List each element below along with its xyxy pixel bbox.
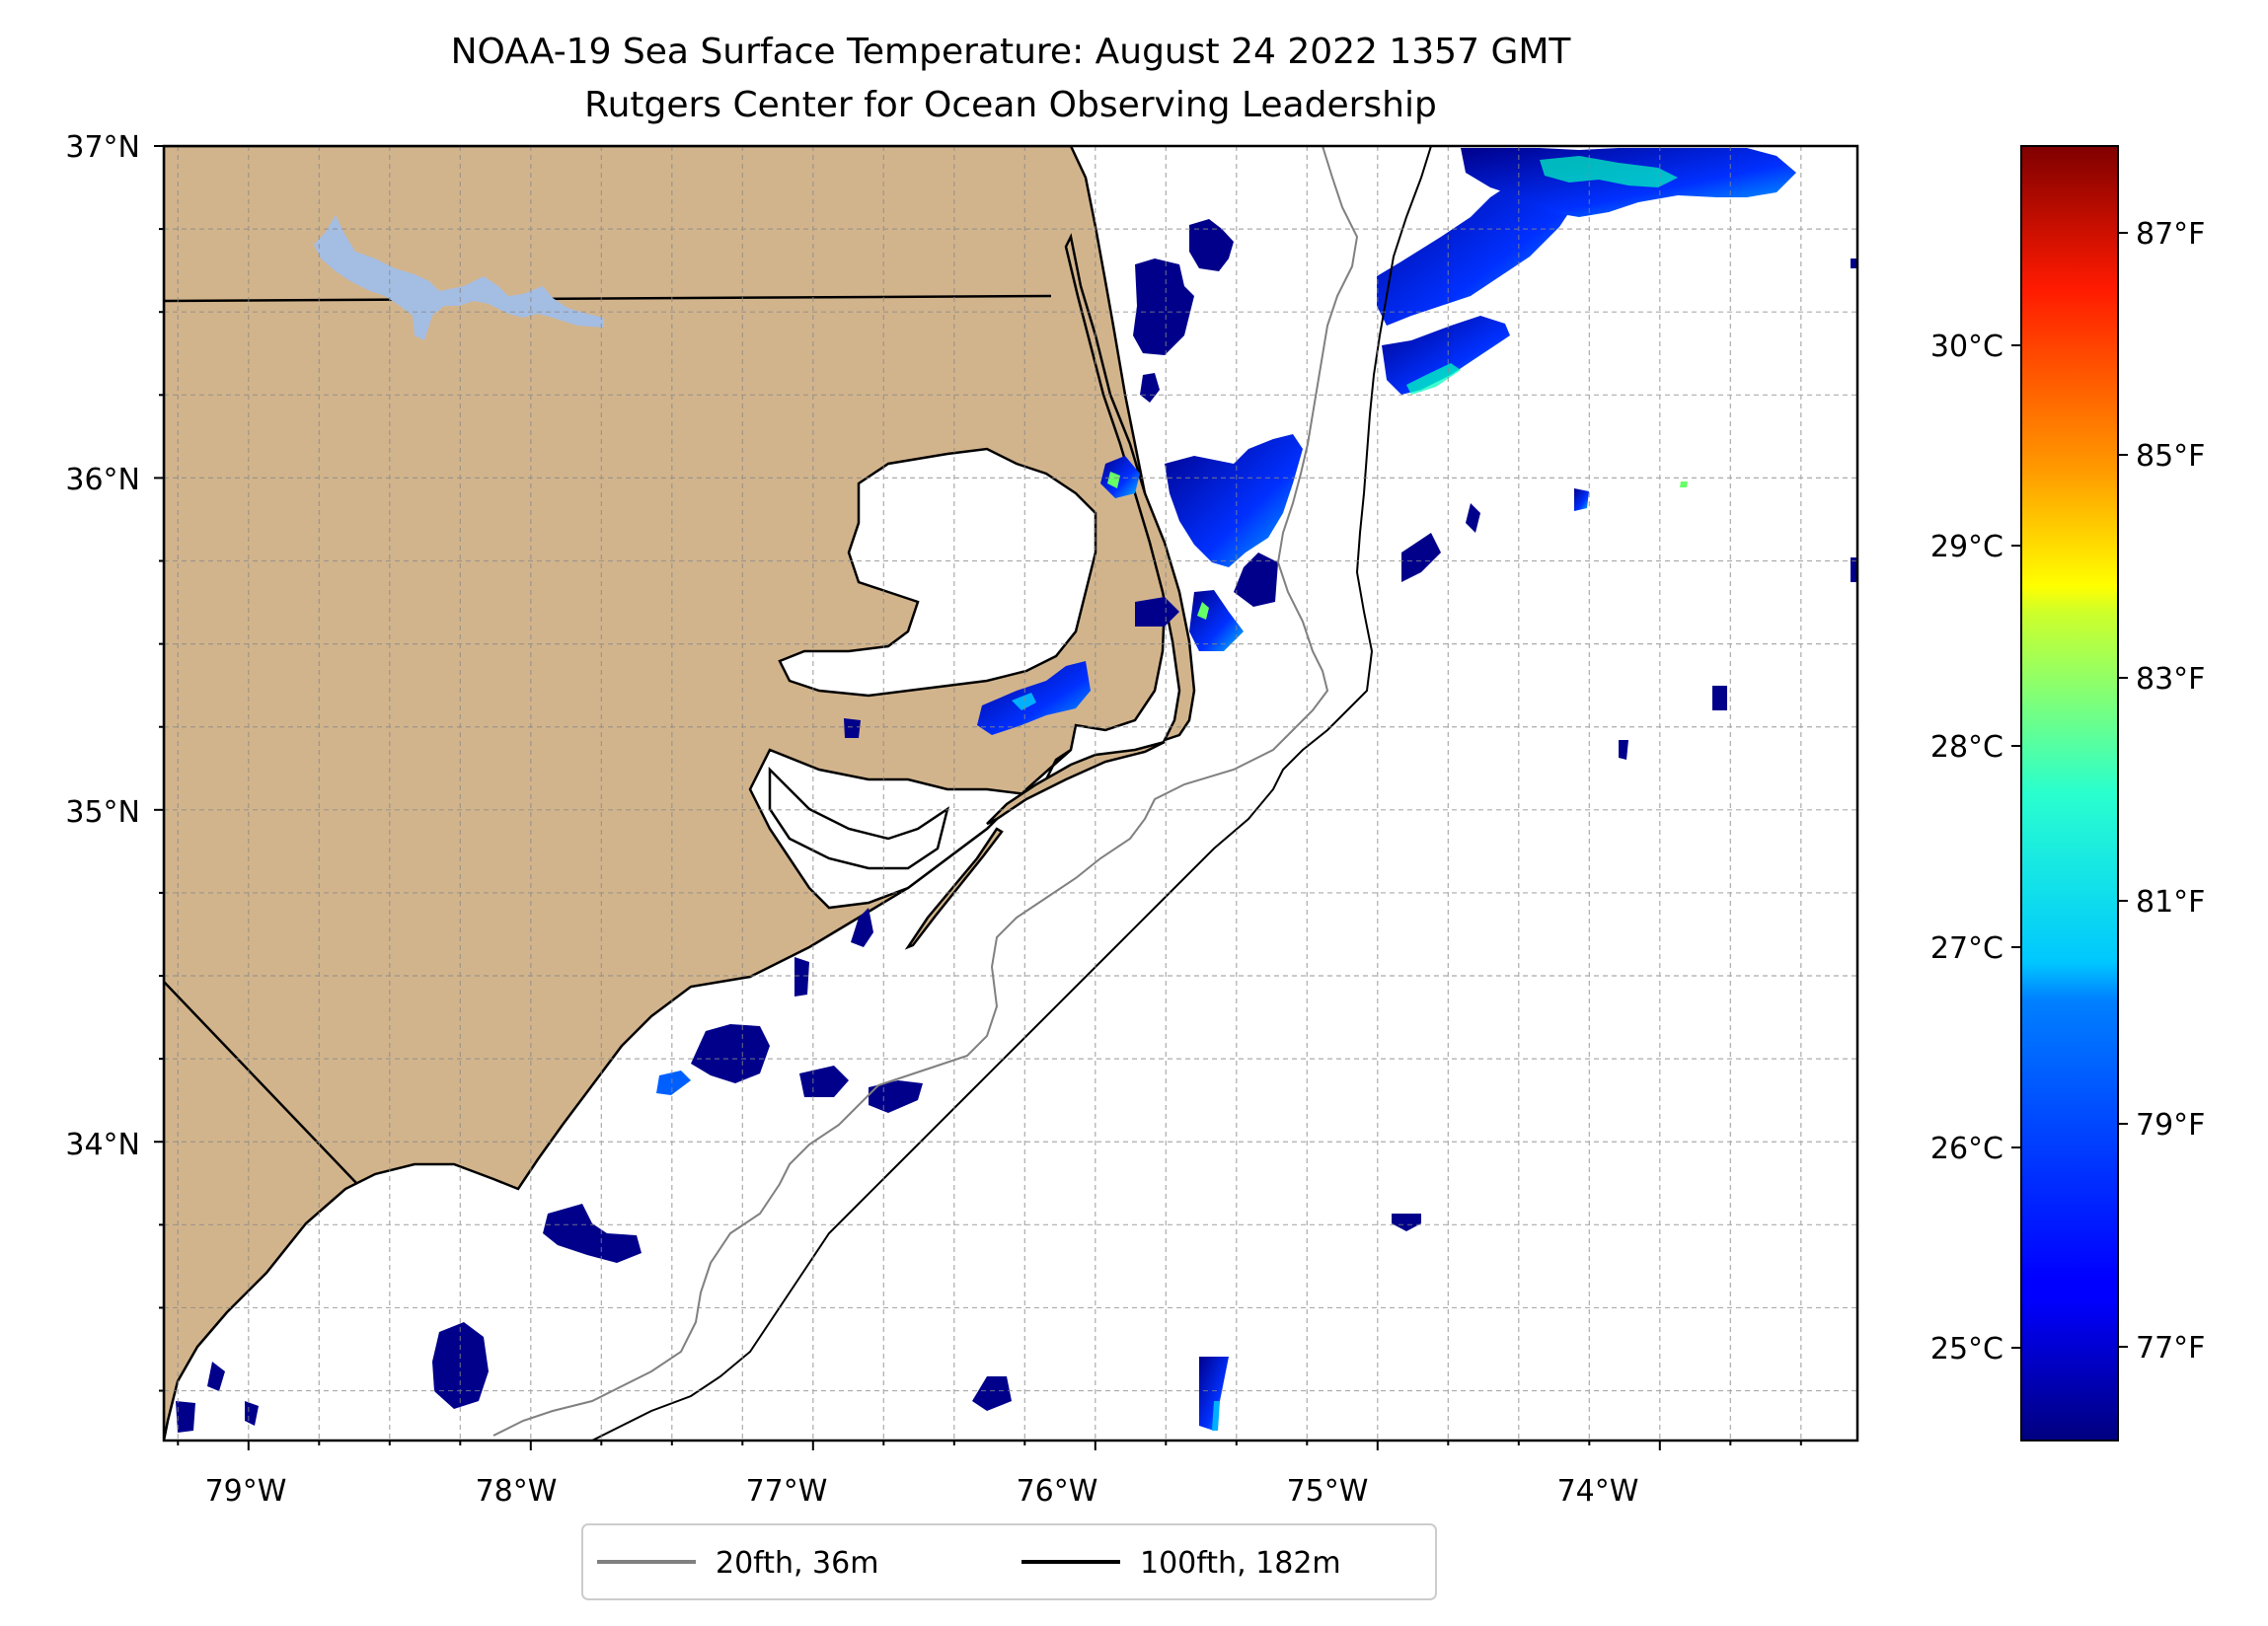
lat-tick-35: 35°N	[65, 795, 140, 830]
lon-tick-77: 77°W	[746, 1474, 828, 1509]
isobath-20fth	[492, 146, 1359, 1437]
outer-banks-south	[986, 740, 1166, 826]
albemarle-sound	[778, 447, 1097, 698]
nc-sc-border	[164, 981, 358, 1185]
isobath-100fth	[591, 146, 1432, 1441]
lon-tick-74: 74°W	[1557, 1474, 1639, 1509]
outer-banks	[1064, 233, 1196, 743]
cape-lookout-banks	[904, 827, 1004, 950]
colorbar-ticks	[2011, 232, 2128, 1349]
legend-label-100fth: 100fth, 182m	[1140, 1546, 1341, 1581]
lon-tick-79: 79°W	[205, 1474, 287, 1509]
colorbar-c-27: 27°C	[1930, 931, 2003, 966]
legend: 20fth, 36m 100fth, 182m	[581, 1523, 1437, 1600]
map-area	[164, 146, 1857, 1441]
map-title-line2: Rutgers Center for Ocean Observing Leade…	[584, 85, 1437, 125]
lon-tick-78: 78°W	[476, 1474, 558, 1509]
lon-tick-76: 76°W	[1017, 1474, 1098, 1509]
colorbar-c-29: 29°C	[1930, 530, 2003, 564]
map-title-line1: NOAA-19 Sea Surface Temperature: August …	[451, 32, 1572, 72]
lat-tick-36: 36°N	[65, 463, 140, 497]
colorbar-f-81: 81°F	[2136, 885, 2205, 920]
colorbar-c-25: 25°C	[1930, 1332, 2003, 1367]
colorbar-f-79: 79°F	[2136, 1108, 2205, 1143]
legend-label-20fth: 20fth, 36m	[716, 1546, 878, 1581]
map-frame	[162, 144, 1859, 1442]
gridlines	[164, 146, 1857, 1441]
neuse-river	[768, 766, 949, 870]
kerr-lake	[314, 215, 604, 340]
colorbar	[2020, 145, 2119, 1441]
colorbar-c-28: 28°C	[1930, 730, 2003, 765]
legend-box	[581, 1523, 1437, 1600]
colorbar-c-26: 26°C	[1930, 1132, 2003, 1166]
colorbar-f-83: 83°F	[2136, 662, 2205, 697]
colorbar-f-85: 85°F	[2136, 439, 2205, 474]
axis-ticks	[154, 145, 1802, 1450]
pamlico-sound	[748, 748, 1072, 910]
va-nc-border	[164, 294, 1052, 303]
lat-tick-34: 34°N	[65, 1128, 140, 1162]
colorbar-f-77: 77°F	[2136, 1331, 2205, 1366]
lat-tick-37: 37°N	[65, 130, 140, 165]
lon-tick-75: 75°W	[1287, 1474, 1369, 1509]
colorbar-c-30: 30°C	[1930, 330, 2003, 364]
colorbar-f-87: 87°F	[2136, 217, 2205, 252]
